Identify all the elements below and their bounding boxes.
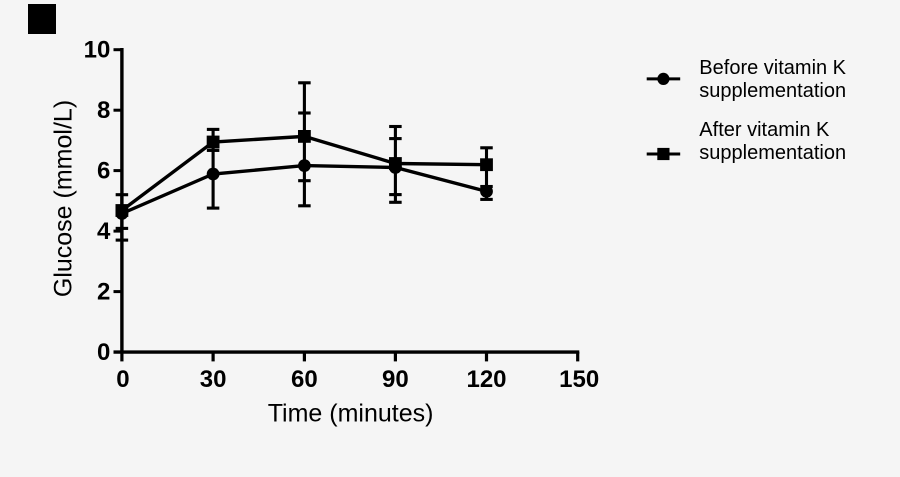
svg-text:6: 6 bbox=[97, 158, 110, 185]
svg-text:30: 30 bbox=[200, 366, 227, 393]
svg-text:Glucose (mmol/L): Glucose (mmol/L) bbox=[50, 100, 78, 297]
svg-text:120: 120 bbox=[466, 366, 506, 393]
svg-text:8: 8 bbox=[97, 97, 110, 124]
svg-text:0: 0 bbox=[116, 366, 129, 393]
svg-text:After vitamin K: After vitamin K bbox=[699, 119, 830, 141]
svg-text:4: 4 bbox=[97, 218, 111, 245]
svg-text:2: 2 bbox=[97, 279, 110, 306]
svg-text:60: 60 bbox=[291, 366, 318, 393]
svg-text:90: 90 bbox=[382, 366, 409, 393]
svg-text:10: 10 bbox=[84, 37, 111, 64]
svg-text:supplementation: supplementation bbox=[699, 142, 846, 164]
svg-text:Before vitamin K: Before vitamin K bbox=[699, 57, 846, 79]
svg-text:0: 0 bbox=[97, 339, 110, 366]
svg-text:supplementation: supplementation bbox=[699, 80, 846, 102]
svg-text:150: 150 bbox=[559, 366, 599, 393]
svg-text:Time (minutes): Time (minutes) bbox=[268, 399, 434, 427]
